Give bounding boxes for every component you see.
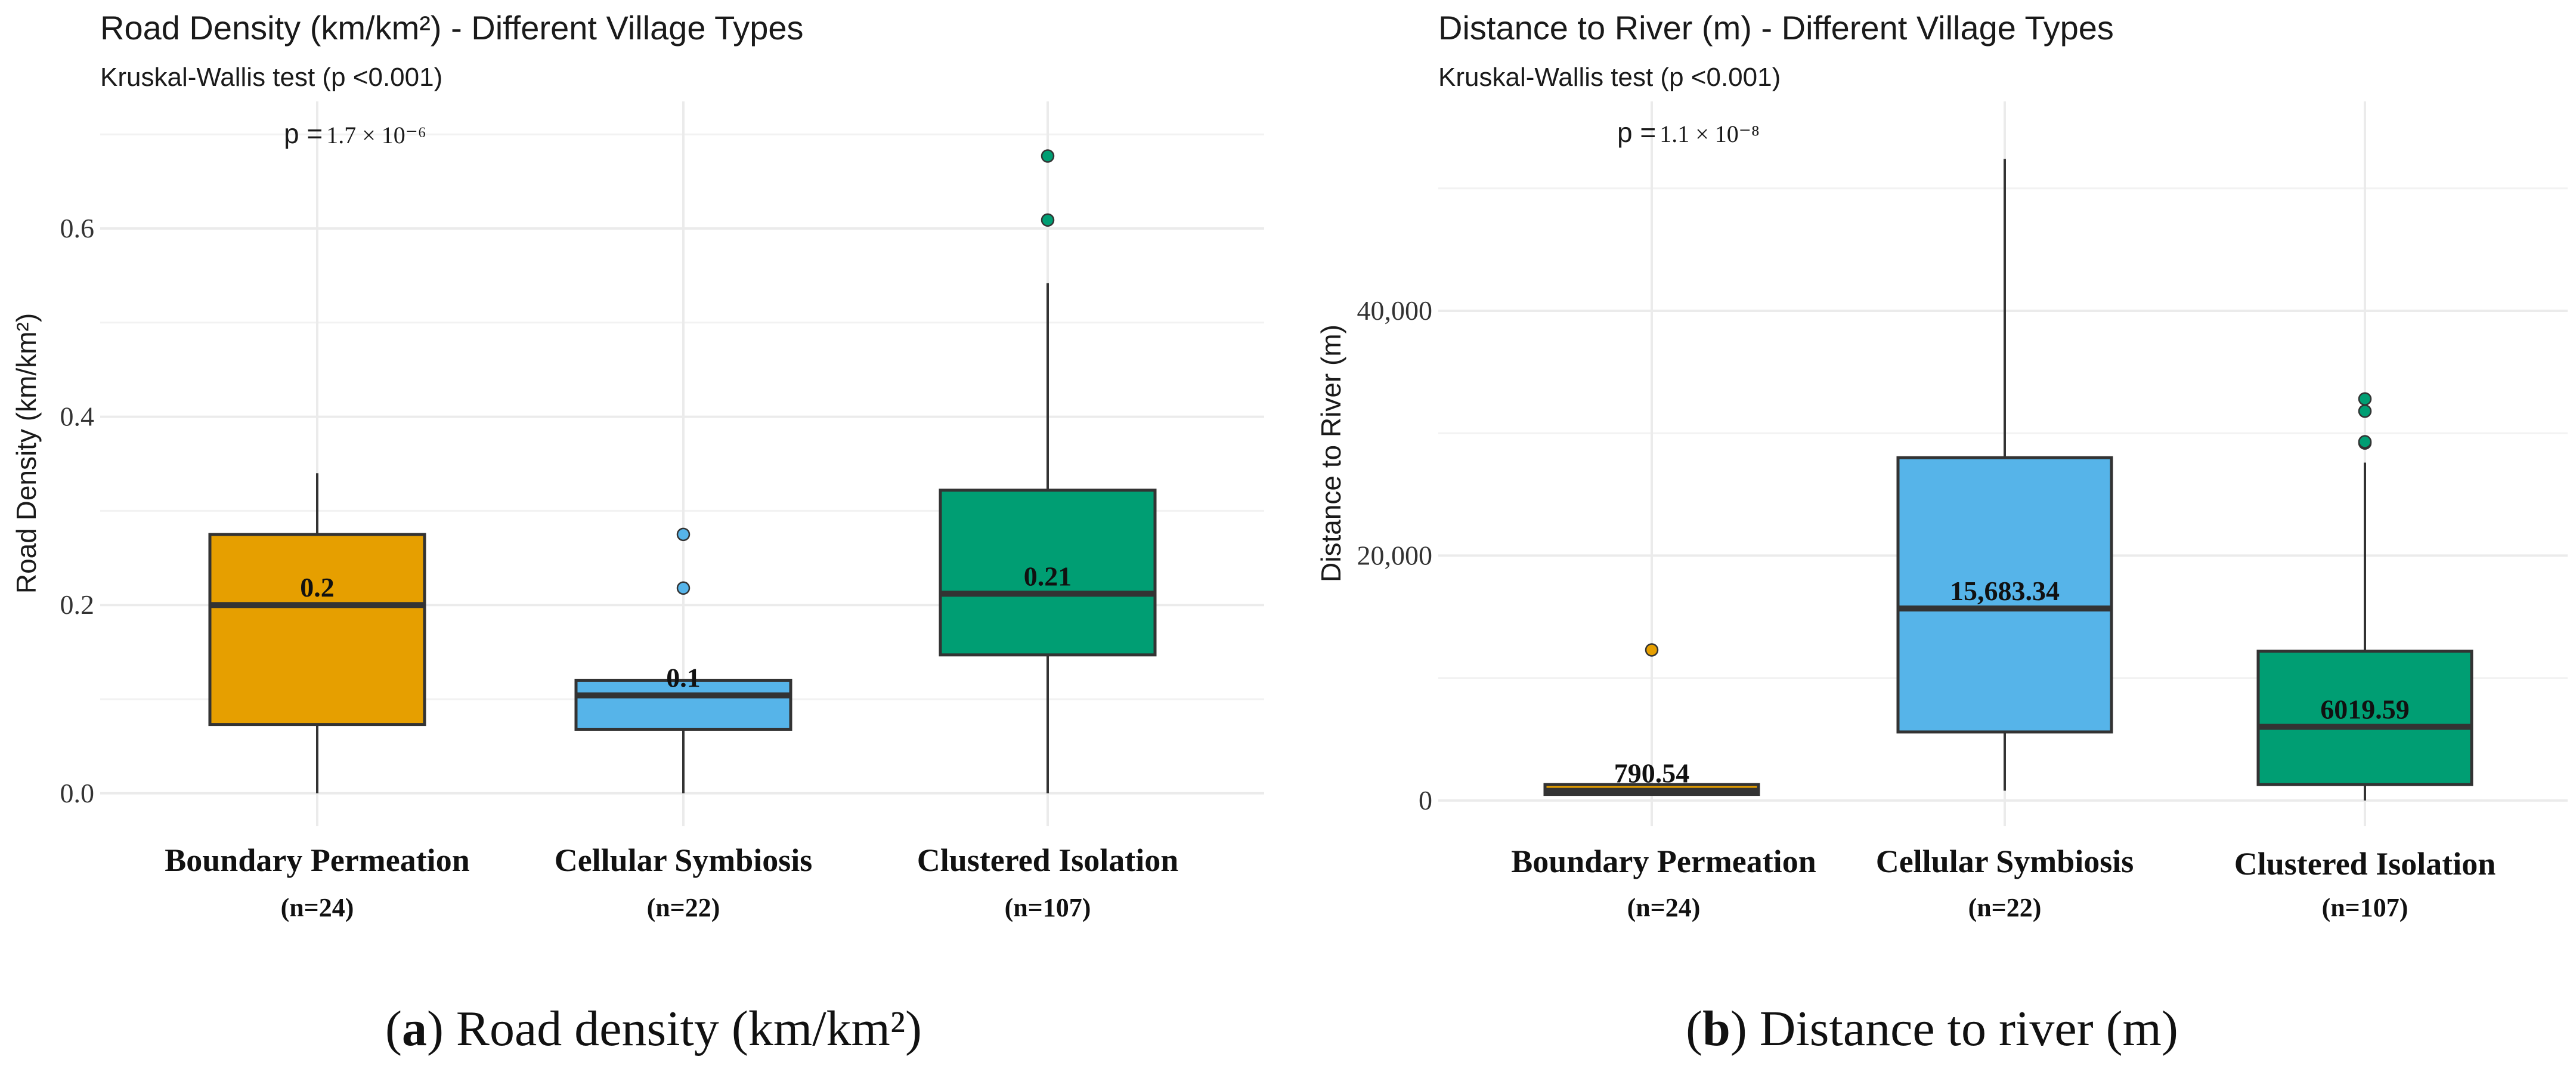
outlier-point-clustered: [2358, 392, 2372, 406]
p-value: 1.1 × 10⁻⁸: [1659, 121, 1760, 147]
panel-distance-to-river: 790.54 15,683.34 6019.59 0 20,000 40,000 Dis…: [1315, 9, 2568, 1056]
x-tick-label-boundary: Boundary Permeation: [165, 842, 469, 878]
y-tick-label: 20,000: [1357, 540, 1433, 570]
y-tick-label: 0.6: [60, 213, 95, 243]
iqr-box-cellular: [1896, 456, 2113, 734]
iqr-box-boundary: [208, 533, 426, 727]
median-label-clustered: 6019.59: [2320, 694, 2410, 724]
median-label-boundary: 0.2: [300, 572, 335, 603]
chart-title: Distance to River (m) - Different Villag…: [1438, 9, 2114, 47]
caption-a: (a) Road density (km/km²): [385, 1001, 922, 1056]
count-label-cellular: (n=22): [647, 893, 720, 922]
p-prefix: p =: [1617, 117, 1656, 148]
y-axis-label: Road Density (km/km²): [11, 313, 42, 594]
iqr-box-clustered: [2256, 650, 2473, 786]
y-tick-label: 0.0: [60, 778, 95, 808]
y-axis-label: Distance to River (m): [1315, 325, 1346, 582]
median-label-cellular: 15,683.34: [1950, 576, 2060, 606]
box-clustered: 0.21: [939, 149, 1157, 793]
median-label-cellular: 0.1: [666, 663, 701, 693]
outlier-point-cellular: [676, 581, 691, 595]
chart-title: Road Density (km/km²) - Different Villag…: [100, 9, 804, 47]
boxes: 0.2 0.1 0.21: [208, 149, 1157, 793]
y-tick-label: 0.2: [60, 589, 95, 620]
outlier-point-clustered: [1041, 213, 1055, 227]
iqr-box-clustered: [939, 489, 1157, 657]
caption-b: (b) Distance to river (m): [1686, 1001, 2178, 1056]
outlier-point-clustered: [2358, 435, 2372, 449]
chart-subtitle: Kruskal-Wallis test (p <0.001): [100, 63, 442, 92]
box-cellular: 15,683.34: [1896, 159, 2113, 791]
outlier-point-boundary: [1645, 643, 1659, 657]
caption-letter: b: [1702, 1001, 1730, 1056]
box-boundary: 0.2: [208, 473, 426, 793]
boxes: 790.54 15,683.34 6019.59: [1543, 159, 2473, 801]
caption-letter: a: [402, 1001, 427, 1056]
p-value: 1.7 × 10⁻⁶: [326, 122, 426, 149]
x-tick-label-clustered: Clustered Isolation: [2234, 846, 2496, 882]
median-label-boundary: 790.54: [1614, 758, 1690, 789]
x-tick-label-cellular: Cellular Symbiosis: [555, 842, 813, 878]
count-label-boundary: (n=24): [281, 893, 354, 922]
box-cellular: 0.1: [574, 527, 792, 793]
count-label-clustered: (n=107): [2322, 893, 2408, 922]
y-tick-label: 0: [1419, 785, 1432, 815]
count-label-cellular: (n=22): [1968, 893, 2042, 922]
y-tick-label: 0.4: [60, 401, 95, 432]
chart-subtitle: Kruskal-Wallis test (p <0.001): [1438, 63, 1781, 92]
p-value-annotation: p = 1.1 × 10⁻⁸: [1617, 117, 1760, 148]
p-value-annotation: p = 1.7 × 10⁻⁶: [284, 118, 426, 149]
y-tick-labels: 0.0 0.2 0.4 0.6: [60, 213, 95, 808]
outlier-point-clustered: [1041, 149, 1055, 163]
outlier-point-clustered: [2358, 404, 2372, 418]
y-tick-labels: 0 20,000 40,000: [1357, 295, 1433, 815]
count-label-clustered: (n=107): [1005, 893, 1091, 922]
outlier-point-cellular: [676, 527, 691, 542]
caption-text: ) Road density (km/km²): [427, 1001, 922, 1056]
y-tick-label: 40,000: [1357, 295, 1433, 326]
box-boundary: 790.54: [1543, 643, 1760, 796]
x-tick-label-cellular: Cellular Symbiosis: [1876, 844, 2134, 879]
x-tick-label-clustered: Clustered Isolation: [917, 842, 1179, 878]
panel-road-density: 0.2 0.1 0.21 0.0 0.2 0.4 0.6 Road Density (km…: [11, 9, 1264, 1056]
count-label-boundary: (n=24): [1627, 893, 1701, 922]
box-clustered: 6019.59: [2256, 392, 2473, 801]
x-tick-label-boundary: Boundary Permeation: [1511, 844, 1816, 879]
iqr-box-cellular: [574, 678, 792, 731]
median-label-clustered: 0.21: [1024, 561, 1072, 591]
caption-text: ) Distance to river (m): [1730, 1001, 2178, 1056]
p-prefix: p =: [284, 118, 323, 149]
